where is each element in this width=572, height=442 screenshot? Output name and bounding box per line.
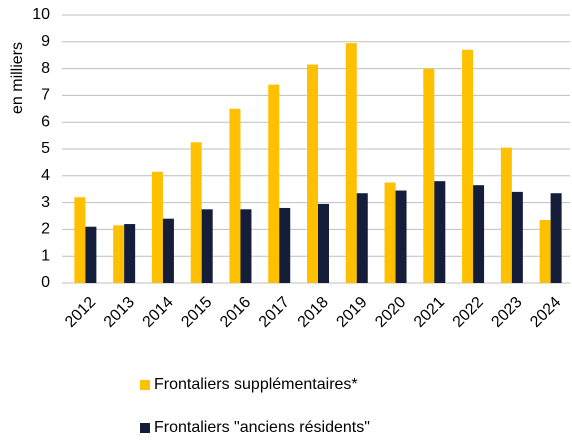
x-tick-label: 2014 xyxy=(140,294,177,331)
bar xyxy=(229,108,241,283)
bar xyxy=(113,225,125,283)
bar xyxy=(356,193,368,283)
x-tick-label: 2016 xyxy=(217,294,254,331)
bar xyxy=(550,193,562,283)
x-tick-label: 2015 xyxy=(178,294,215,331)
bar xyxy=(318,203,329,283)
bar xyxy=(151,171,163,283)
y-tick-label: 3 xyxy=(41,194,50,211)
y-tick-label: 4 xyxy=(41,167,50,184)
x-tick-label: 2013 xyxy=(101,294,138,331)
y-tick-label: 2 xyxy=(41,221,50,238)
y-tick-label: 9 xyxy=(41,33,50,50)
x-tick-label: 2021 xyxy=(411,294,448,331)
bar xyxy=(395,190,407,283)
x-tick-label: 2022 xyxy=(450,294,487,331)
legend-label: Frontaliers "anciens résidents" xyxy=(154,419,370,436)
bar xyxy=(201,209,213,283)
y-axis-label: en milliers xyxy=(9,42,26,114)
y-tick-label: 7 xyxy=(41,87,50,104)
x-tick-label: 2017 xyxy=(256,294,293,331)
bar xyxy=(539,220,551,283)
bar xyxy=(124,224,136,283)
x-tick-label: 2019 xyxy=(333,294,370,331)
bar xyxy=(279,207,291,283)
bar xyxy=(500,147,512,283)
bar xyxy=(384,182,396,283)
bar xyxy=(240,209,252,283)
x-tick-label: 2023 xyxy=(488,294,525,331)
y-tick-label: 1 xyxy=(41,247,50,264)
legend-swatch xyxy=(140,423,150,433)
x-tick-label: 2024 xyxy=(527,294,564,331)
bar xyxy=(423,68,435,283)
bar xyxy=(74,197,86,283)
y-tick-label: 8 xyxy=(41,60,50,77)
bar xyxy=(85,226,97,283)
bar xyxy=(268,84,280,284)
x-tick-label: 2020 xyxy=(372,294,409,331)
y-tick-label: 0 xyxy=(41,274,50,291)
bar xyxy=(462,49,474,284)
bar xyxy=(434,181,446,283)
bar xyxy=(345,43,357,283)
bar xyxy=(307,64,318,283)
y-tick-label: 10 xyxy=(32,6,50,23)
bar xyxy=(190,142,202,283)
x-tick-label: 2018 xyxy=(295,294,332,331)
bar xyxy=(162,218,174,283)
bar xyxy=(473,185,485,283)
bar xyxy=(511,191,523,283)
y-tick-label: 5 xyxy=(41,140,50,157)
legend-label: Frontaliers supplémentaires* xyxy=(154,376,358,393)
legend-swatch xyxy=(140,380,150,390)
y-tick-label: 6 xyxy=(41,113,50,130)
x-tick-label: 2012 xyxy=(62,294,99,331)
